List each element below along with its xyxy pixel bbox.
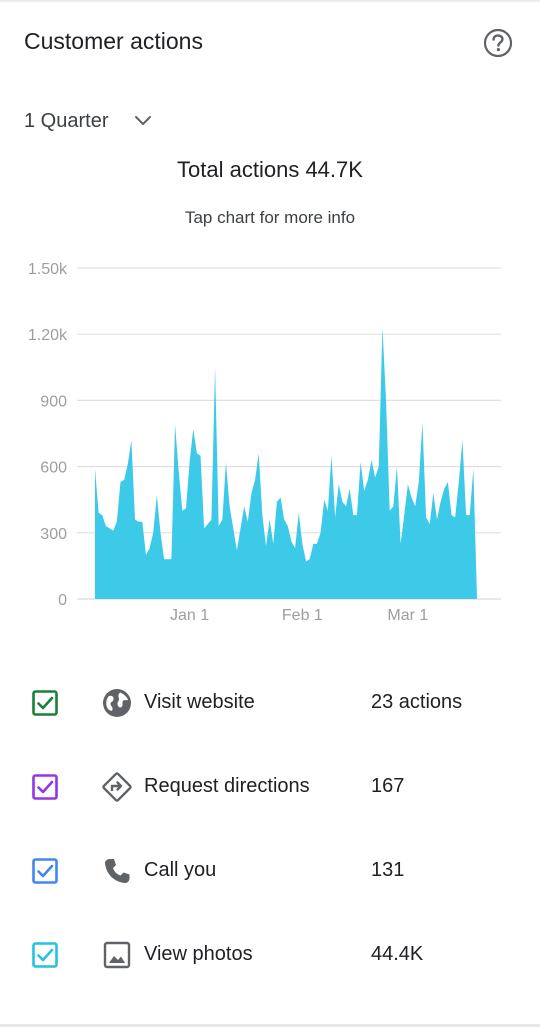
- y-tick-label: 900: [40, 393, 67, 410]
- period-dropdown[interactable]: 1 Quarter: [24, 106, 152, 136]
- legend-label: Call you: [144, 859, 217, 881]
- checkbox-icon[interactable]: [32, 858, 58, 884]
- chevron-down-icon: [135, 116, 152, 125]
- y-tick-label: 300: [40, 526, 67, 543]
- y-tick-label: 0: [58, 592, 67, 609]
- actions-area-series[interactable]: [95, 327, 477, 599]
- legend-label: View photos: [144, 943, 253, 965]
- directions-icon: [101, 771, 133, 803]
- period-label: 1 Quarter: [24, 109, 109, 132]
- chart-hint: Tap chart for more info: [184, 208, 356, 227]
- legend-row[interactable]: Request directions 167: [0, 762, 540, 818]
- top-shadow: [0, 0, 540, 3]
- x-tick-label: Feb 1: [282, 607, 323, 624]
- legend-label: Request directions: [144, 775, 310, 797]
- legend-value: 131: [371, 859, 405, 881]
- legend-label: Visit website: [144, 691, 255, 713]
- bottom-divider: [0, 1024, 540, 1027]
- legend-value: 44.4K: [371, 943, 424, 965]
- legend-row[interactable]: View photos 44.4K: [0, 930, 540, 986]
- y-tick-label: 600: [40, 460, 67, 477]
- total-actions: Total actions 44.7K: [177, 157, 363, 182]
- phone-icon: [101, 855, 133, 887]
- help-button[interactable]: [481, 26, 515, 60]
- legend-value: 23 actions: [371, 691, 463, 713]
- card-header: Customer actions: [0, 18, 540, 68]
- chart-container: 0 300 600 900 1.20k 1.50k Jan 1 Feb 1 Mar 1: [0, 250, 540, 630]
- y-tick-label: 1.20k: [28, 327, 68, 344]
- x-tick-label: Mar 1: [387, 607, 428, 624]
- globe-icon: [101, 687, 133, 719]
- legend-row[interactable]: Call you 131: [0, 846, 540, 902]
- x-tick-label: Jan 1: [170, 607, 209, 624]
- legend-row[interactable]: Visit website 23 actions: [0, 678, 540, 734]
- actions-chart[interactable]: 0 300 600 900 1.20k 1.50k Jan 1 Feb 1 Mar 1: [0, 250, 540, 630]
- y-tick-label: 1.50k: [28, 261, 68, 278]
- card-title: Customer actions: [24, 28, 203, 54]
- legend-value: 167: [371, 775, 405, 797]
- photo-icon: [101, 939, 133, 971]
- checkbox-icon[interactable]: [32, 774, 58, 800]
- checkbox-icon[interactable]: [32, 942, 58, 968]
- help-circle-icon: [483, 28, 513, 58]
- checkbox-icon[interactable]: [32, 690, 58, 716]
